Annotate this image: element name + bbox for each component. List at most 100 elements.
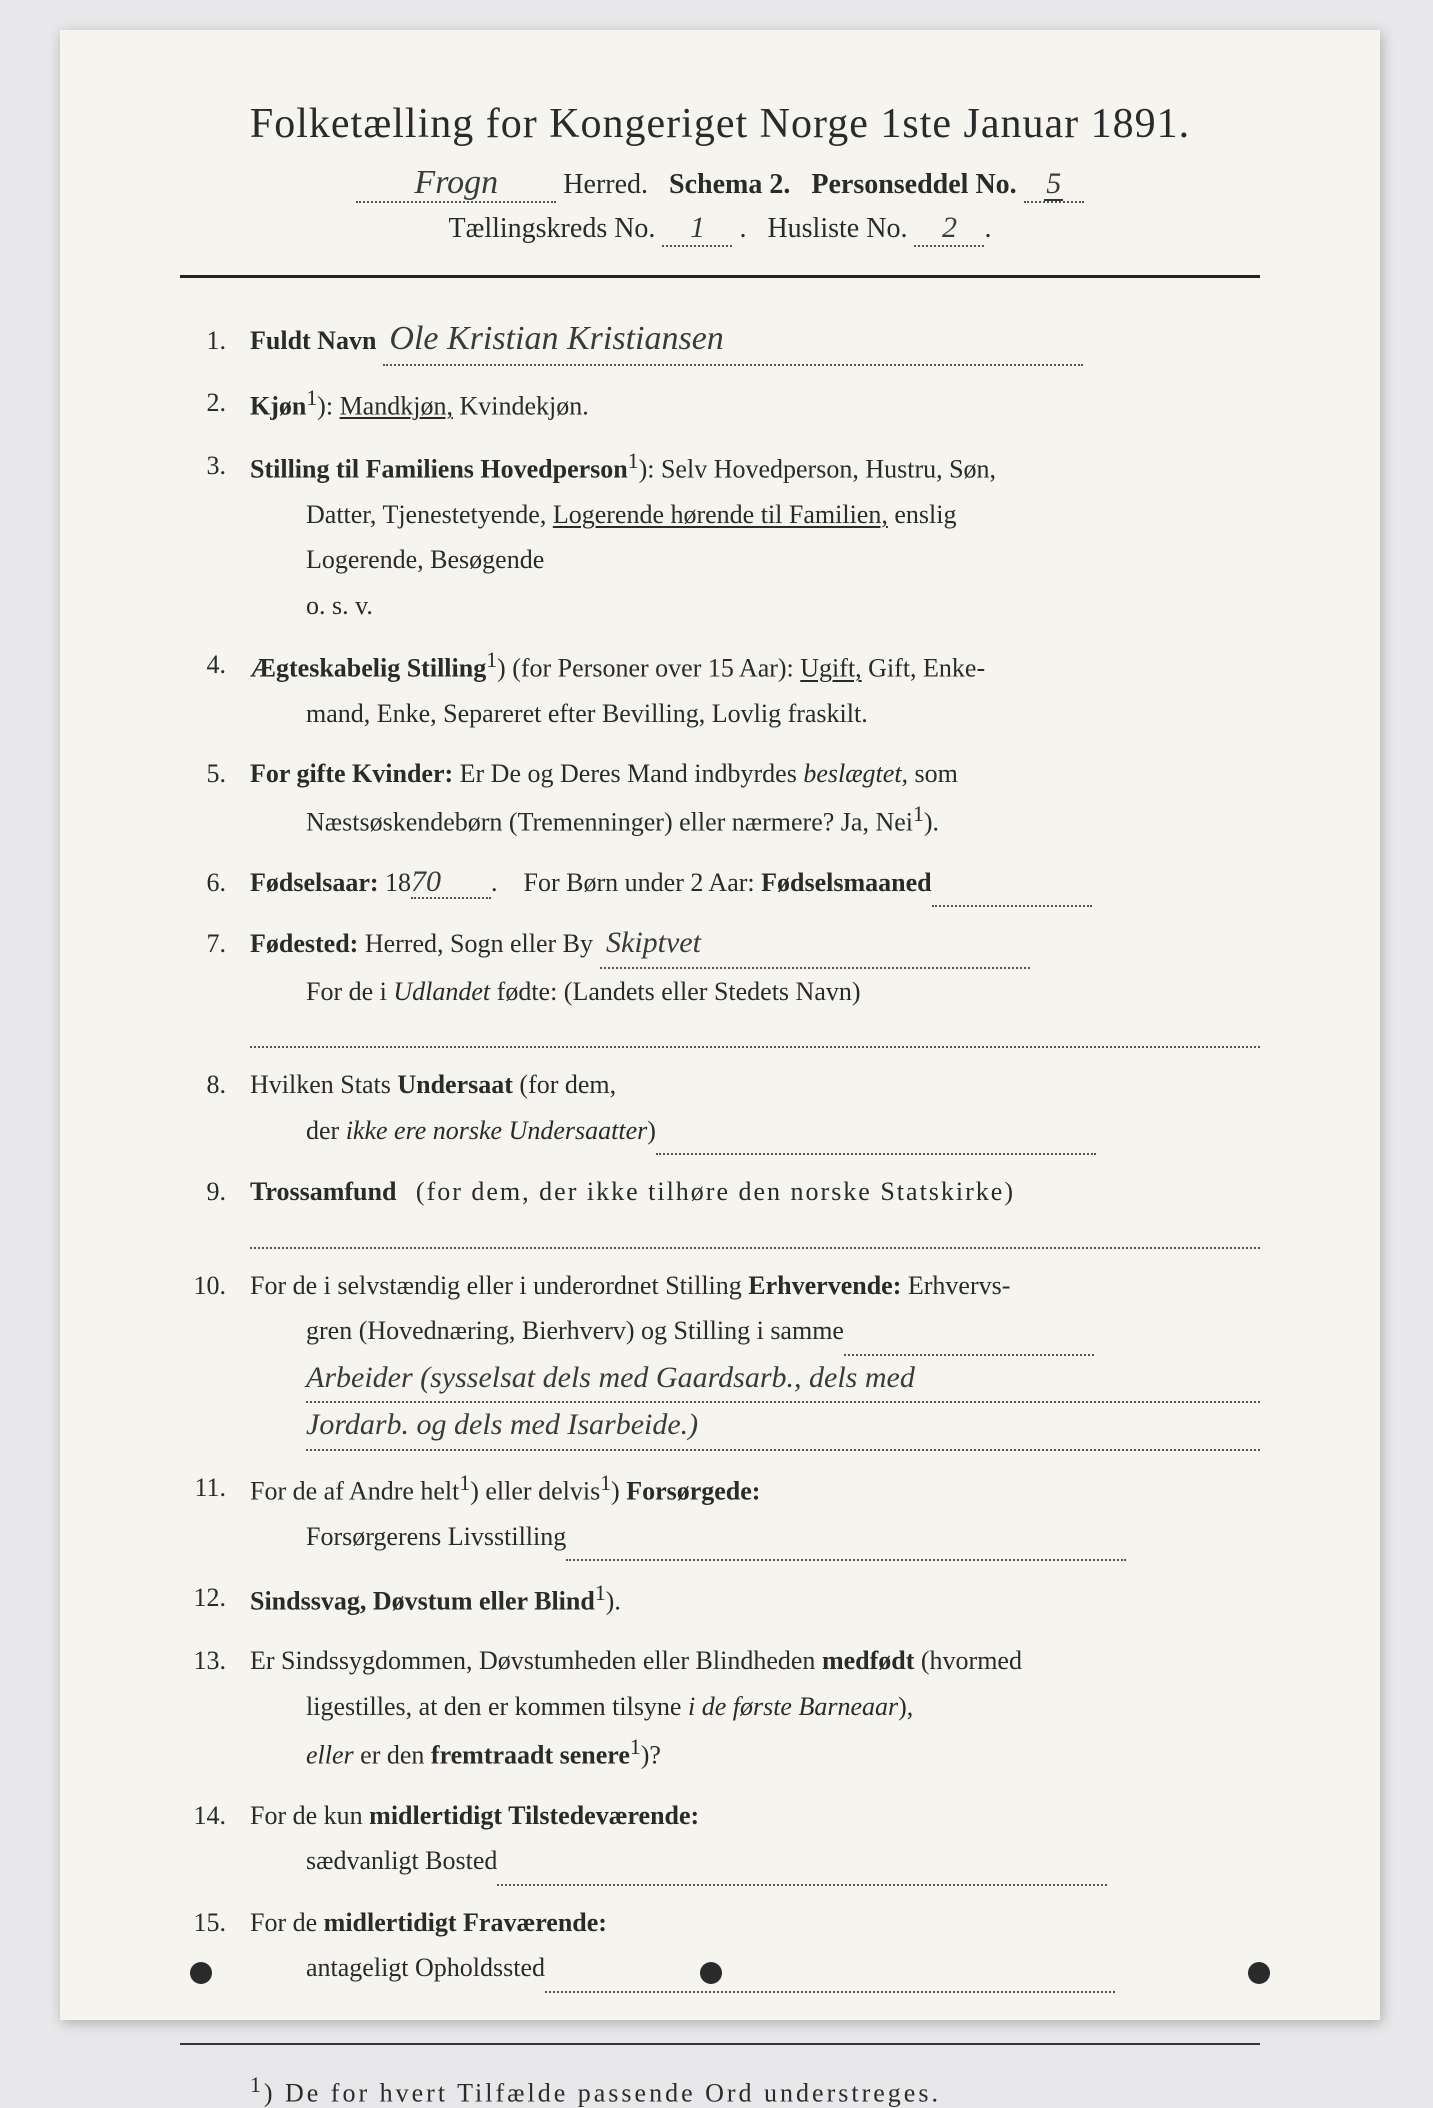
item-11: 11. For de af Andre helt1) eller delvis1… (180, 1465, 1260, 1562)
item-10: 10. For de i selvstændig eller i underor… (180, 1263, 1260, 1451)
item3-line3: Logerende, Besøgende (250, 537, 1260, 583)
item15-blank (545, 1945, 1115, 1993)
personseddel-no: 5 (1044, 169, 1063, 201)
maaned-blank (932, 860, 1092, 908)
item7-ital: Udlandet (393, 977, 490, 1006)
item8-c: (for dem, (519, 1070, 616, 1099)
item-6: 6. Fødselsaar: 1870. For Børn under 2 Aa… (180, 860, 1260, 908)
label-trossamfund: Trossamfund (250, 1177, 396, 1206)
item-14: 14. For de kun midlertidigt Tilstedevære… (180, 1793, 1260, 1886)
kreds-no: 1 (690, 213, 705, 243)
item5-ital: beslægtet, (803, 759, 908, 788)
item-num: 1. (180, 318, 250, 366)
item14-b: midlertidigt Tilstedeværende: (369, 1801, 699, 1830)
item8-blank (656, 1108, 1096, 1156)
personseddel-label: Personseddel No. (811, 169, 1016, 200)
item9-blank-line (250, 1223, 1260, 1249)
item10-blank (844, 1308, 1094, 1356)
label-stilling: Stilling til Familiens Hovedperson (250, 454, 628, 483)
punch-hole-icon (700, 1962, 722, 1984)
item-num: 6. (180, 860, 250, 908)
item15-a: For de (250, 1908, 317, 1937)
item9-rest: (for dem, der ikke tilhøre den norske St… (416, 1177, 1015, 1206)
item-num: 10. (180, 1263, 250, 1451)
item7-line2: For de i (306, 977, 387, 1006)
footnote-ref: 1 (913, 802, 924, 826)
item-num: 4. (180, 642, 250, 737)
label-gifte-kvinder: For gifte Kvinder: (250, 759, 453, 788)
kreds-label: Tællingskreds No. (449, 213, 656, 244)
item4-line2: mand, Enke, Separeret efter Bevilling, L… (250, 691, 1260, 737)
footnote-sup: 1 (250, 2073, 264, 2097)
label-fodested: Fødested: (250, 929, 358, 958)
footnote-ref: 1 (595, 1581, 606, 1605)
item7-line2b: fødte: (Landets eller Stedets Navn) (497, 977, 861, 1006)
item13-ital: i de første Barneaar (688, 1692, 898, 1721)
footnote-ref: 1 (306, 386, 317, 410)
item-num: 9. (180, 1169, 250, 1249)
fodested-value: Skiptvet (606, 928, 701, 958)
item4-rest: Gift, Enke- (868, 654, 985, 683)
header-line-1: Frogn Herred. Schema 2. Personseddel No.… (180, 166, 1260, 203)
item-3: 3. Stilling til Familiens Hovedperson1):… (180, 443, 1260, 629)
footnote-ref: 1 (486, 648, 497, 672)
item14-blank (497, 1838, 1107, 1886)
item11-b: eller delvis (485, 1476, 600, 1505)
item12-text: Sindssvag, Døvstum eller Blind (250, 1587, 595, 1616)
item10-hw2: Jordarb. og dels med Isarbeide.) (306, 1410, 698, 1440)
item-num: 11. (180, 1465, 250, 1562)
item11-a: For de af Andre helt (250, 1476, 459, 1505)
item3-line2a: Datter, Tjenestetyende, (306, 500, 546, 529)
item-num: 12. (180, 1575, 250, 1624)
opt-ugift: Ugift, (800, 654, 861, 683)
item14-line2: sædvanligt Bosted (306, 1846, 497, 1875)
item-8: 8. Hvilken Stats Undersaat (for dem, der… (180, 1062, 1260, 1155)
item8-ital: ikke ere norske Undersaatter (346, 1116, 648, 1145)
census-form-page: Folketælling for Kongeriget Norge 1ste J… (60, 30, 1380, 2020)
footnote-text: ) De for hvert Tilfælde passende Ord und… (264, 2078, 941, 2107)
item-num: 2. (180, 380, 250, 429)
item-num: 15. (180, 1900, 250, 1993)
item13-2a: ligestilles, at den er kommen tilsyne (306, 1692, 681, 1721)
item13-3ital: eller (306, 1741, 354, 1770)
item13-a: Er Sindssygdommen, Døvstumheden eller Bl… (250, 1646, 815, 1675)
item3-line2b: enslig (894, 500, 956, 529)
item10-b: Erhvervende: (748, 1271, 901, 1300)
punch-hole-icon (1248, 1962, 1270, 1984)
item4-paren: (for Personer over 15 Aar): (512, 654, 794, 683)
item15-b: midlertidigt Fraværende: (324, 1908, 607, 1937)
item-num: 5. (180, 751, 250, 846)
value-fuldt-navn: Ole Kristian Kristiansen (389, 322, 723, 356)
year-value: 70 (411, 867, 491, 899)
item-13: 13. Er Sindssygdommen, Døvstumheden elle… (180, 1638, 1260, 1778)
item11-line2: Forsørgerens Livsstilling (306, 1522, 566, 1551)
label-fodselsmaaned: Fødselsmaaned (761, 868, 931, 897)
item-num: 13. (180, 1638, 250, 1778)
item-num: 14. (180, 1793, 250, 1886)
item11-blank (566, 1514, 1126, 1562)
item-7: 7. Fødested: Herred, Sogn eller By Skipt… (180, 921, 1260, 1048)
herred-label: Herred. (563, 169, 648, 200)
label-fodselsaar: Fødselsaar: (250, 868, 379, 897)
item13-3a: er den (360, 1741, 424, 1770)
punch-hole-icon (190, 1962, 212, 1984)
schema-label: Schema 2. (669, 169, 790, 200)
form-items: 1. Fuldt Navn Ole Kristian Kristiansen 2… (180, 318, 1260, 1993)
year-prefix: 18 (385, 868, 411, 897)
item3-line4: o. s. v. (250, 583, 1260, 629)
item5-line1: Er De og Deres Mand indbyrdes (460, 759, 797, 788)
footnote-ref: 1 (630, 1735, 641, 1759)
item12-tail: ). (606, 1587, 621, 1616)
item14-a: For de kun (250, 1801, 363, 1830)
footnote: 1) De for hvert Tilfælde passende Ord un… (180, 2073, 1260, 2108)
footnote-rule (180, 2043, 1260, 2045)
item3-line1: Selv Hovedperson, Hustru, Søn, (661, 454, 996, 483)
item3-underlined: Logerende hørende til Familien, (553, 500, 888, 529)
item-4: 4. Ægteskabelig Stilling1) (for Personer… (180, 642, 1260, 737)
item10-a: For de i selvstændig eller i underordnet… (250, 1271, 742, 1300)
item13-c: (hvormed (921, 1646, 1022, 1675)
label-kjon: Kjøn (250, 391, 306, 420)
footnote-ref: 1 (459, 1471, 470, 1495)
footnote-ref: 1 (600, 1471, 611, 1495)
item-12: 12. Sindssvag, Døvstum eller Blind1). (180, 1575, 1260, 1624)
